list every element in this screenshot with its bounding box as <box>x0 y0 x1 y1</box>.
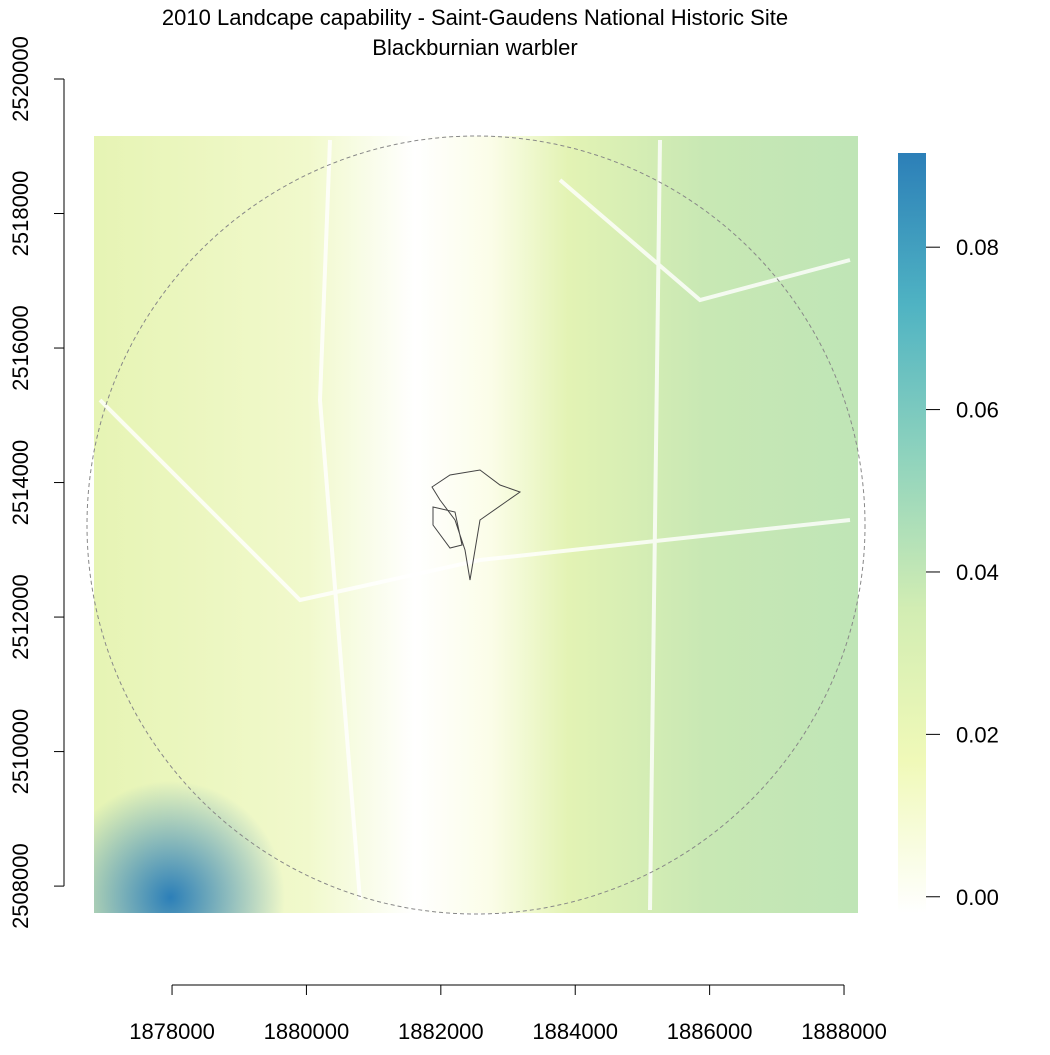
colorbar-tick-label: 0.06 <box>956 398 999 423</box>
x-tick-label: 1880000 <box>264 1019 350 1044</box>
y-tick-label: 2520000 <box>8 36 33 122</box>
colorbar-ramp <box>898 153 926 913</box>
y-tick-label: 2514000 <box>8 440 33 526</box>
y-tick-label: 2508000 <box>8 843 33 929</box>
colorbar-tick-label: 0.00 <box>956 885 999 910</box>
colorbar-tick-label: 0.02 <box>956 722 999 747</box>
roads <box>98 139 851 911</box>
x-tick-label: 1886000 <box>667 1019 753 1044</box>
x-tick-label: 1884000 <box>532 1019 618 1044</box>
colorbar-tick-label: 0.08 <box>956 235 999 260</box>
x-tick-label: 1882000 <box>398 1019 484 1044</box>
axes: 1878000 1880000 1882000 1884000 1886000 18880… <box>8 36 887 1044</box>
subtitle: Blackburnian warbler <box>372 35 577 60</box>
raster-hotspot <box>94 136 858 913</box>
title: 2010 Landcape capability - Saint-Gaudens… <box>162 5 788 30</box>
park-boundary <box>431 469 522 581</box>
study-area <box>86 135 866 915</box>
y-tick-label: 2512000 <box>8 574 33 660</box>
x-tick-label: 1888000 <box>801 1019 887 1044</box>
colorbar-tick-label: 0.04 <box>956 560 999 585</box>
x-tick-label: 1878000 <box>129 1019 215 1044</box>
colorbar: 0.00 0.02 0.04 0.06 0.08 <box>898 153 999 913</box>
y-tick-label: 2516000 <box>8 305 33 391</box>
y-tick-label: 2518000 <box>8 171 33 257</box>
y-tick-label: 2510000 <box>8 709 33 795</box>
